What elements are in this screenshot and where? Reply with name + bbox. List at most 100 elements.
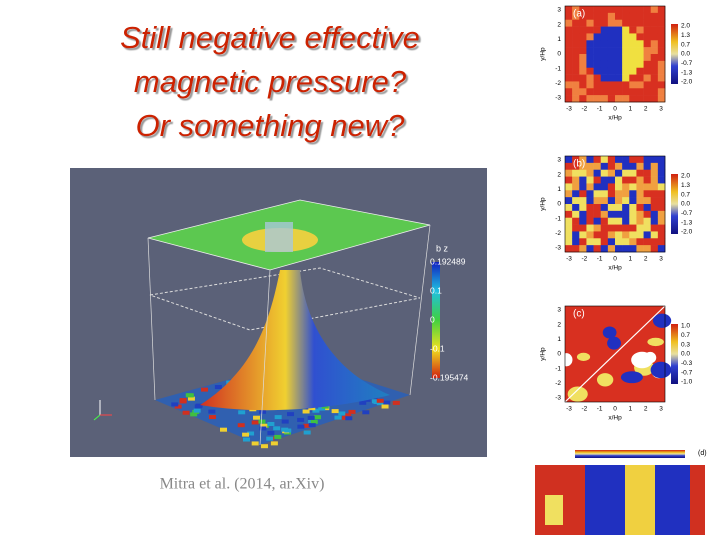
- panel-d-band: [545, 495, 563, 525]
- panel-d-band: [655, 465, 690, 535]
- heatmap-cell: [629, 74, 637, 82]
- y-tick-label: 2: [557, 171, 561, 178]
- panels: (a) 2.0 1.3 0.7 0.0 -0.7 -1.3 -2.0 -3 -2 -1 0 1 2 3 3 2 1…: [540, 5, 693, 422]
- heatmap-cell: [572, 40, 580, 48]
- panel: (b) 2.0 1.3 0.7 0.0 -0.7 -1.3 -2.0 -3 -2 -1 0 1 2 3 3 2 1…: [540, 155, 693, 272]
- heatmap-cell: [643, 162, 652, 171]
- colorbar-label: -0.1: [430, 343, 445, 353]
- heatmap-cell: [629, 169, 637, 177]
- heatmap-cell: [607, 47, 616, 55]
- heatmap-cell: [565, 47, 573, 55]
- heatmap-cell: [622, 81, 630, 89]
- heatmap-cell: [600, 231, 609, 239]
- speckle-cell: [362, 410, 370, 415]
- heatmap-cell: [650, 12, 659, 21]
- heatmap-cell: [615, 156, 623, 164]
- speckle-cell: [287, 412, 295, 417]
- box-edge: [259, 269, 271, 446]
- y-tick-label: -1: [555, 215, 561, 222]
- heatmap-cell: [650, 210, 659, 219]
- colorbar-tick: 0.7: [681, 332, 690, 339]
- heatmap-cell: [636, 19, 644, 27]
- heatmap-cell: [600, 210, 609, 219]
- heatmap-cell: [579, 156, 587, 164]
- heatmap-cell: [600, 88, 609, 96]
- heatmap-cell: [636, 6, 644, 14]
- heatmap-cell: [615, 74, 623, 82]
- x-tick-label: 1: [629, 406, 633, 413]
- heatmap-cell: [657, 19, 666, 27]
- x-tick-label: 0: [613, 256, 617, 263]
- heatmap-cell: [636, 40, 644, 48]
- heatmap-cell: [572, 210, 580, 219]
- heatmap-cell: [650, 95, 659, 103]
- heatmap-cell: [579, 245, 587, 253]
- colorbar: [671, 24, 678, 84]
- colorbar-tick: -0.7: [681, 210, 693, 217]
- heatmap-cell: [593, 176, 602, 184]
- heatmap-cell: [622, 156, 630, 164]
- heatmap-cell: [607, 245, 616, 253]
- y-tick-label: -1: [555, 65, 561, 72]
- heatmap-cell: [593, 231, 602, 239]
- heatmap-cell: [593, 74, 602, 82]
- speckle-cell: [371, 399, 379, 404]
- heatmap-cell: [629, 54, 637, 62]
- heatmap-cell: [622, 210, 630, 219]
- speckle-cell: [392, 400, 400, 405]
- speckle-cell: [238, 410, 246, 415]
- y-axis-label: y/Hp: [540, 347, 547, 361]
- heatmap-cell: [607, 60, 616, 69]
- heatmap-cell: [650, 67, 659, 75]
- title-line: Or something new?: [136, 108, 406, 143]
- y-tick-label: -2: [555, 80, 561, 87]
- heatmap-cell: [607, 67, 616, 75]
- heatmap-cell: [622, 176, 630, 184]
- heatmap-cell: [565, 231, 573, 239]
- heatmap-cell: [643, 74, 652, 82]
- heatmap-cell: [565, 162, 573, 171]
- heatmap-cell: [565, 95, 573, 103]
- colorbar-tick: 0.3: [681, 341, 690, 348]
- heatmap-cell: [579, 74, 587, 82]
- heatmap-cell: [657, 176, 666, 184]
- heatmap-cell: [615, 12, 623, 21]
- speckle-cell: [359, 400, 367, 405]
- heatmap-cell: [657, 60, 666, 69]
- heatmap-cell: [643, 47, 652, 55]
- heatmap-cell: [615, 176, 623, 184]
- heatmap-cell: [586, 217, 594, 225]
- heatmap-cell: [643, 33, 652, 41]
- heatmap-cell: [579, 81, 587, 89]
- heatmap-cell: [636, 26, 644, 34]
- heatmap-cell: [565, 6, 573, 14]
- heatmap-cell: [615, 47, 623, 55]
- heatmap-cell: [593, 60, 602, 69]
- heatmap-cell: [615, 224, 623, 232]
- heatmap-cell: [636, 67, 644, 75]
- heatmap-cell: [657, 224, 666, 232]
- x-tick-label: 1: [629, 106, 633, 113]
- heatmap-cell: [643, 231, 652, 239]
- heatmap-cell: [607, 197, 616, 205]
- speckle-cell: [267, 430, 275, 435]
- heatmap-cell: [565, 19, 573, 27]
- x-tick-label: 0: [613, 406, 617, 413]
- heatmap-cell: [600, 40, 609, 48]
- colorbar-label: 0.192489: [430, 256, 466, 266]
- panel-label: (b): [573, 159, 585, 170]
- speckle-cell: [274, 415, 282, 420]
- heatmap-cell: [572, 74, 580, 82]
- heatmap-cell: [622, 169, 630, 177]
- heatmap-cell: [636, 12, 644, 21]
- heatmap-cell: [572, 81, 580, 89]
- heatmap-cell: [650, 156, 659, 164]
- heatmap-cell: [600, 12, 609, 21]
- colorbar-tick: 0.7: [681, 41, 690, 48]
- heatmap-cell: [643, 54, 652, 62]
- colorbar-tick: 1.3: [681, 32, 690, 39]
- heatmap-cell: [636, 95, 644, 103]
- heatmap-cell: [629, 217, 637, 225]
- heatmap-cell: [572, 231, 580, 239]
